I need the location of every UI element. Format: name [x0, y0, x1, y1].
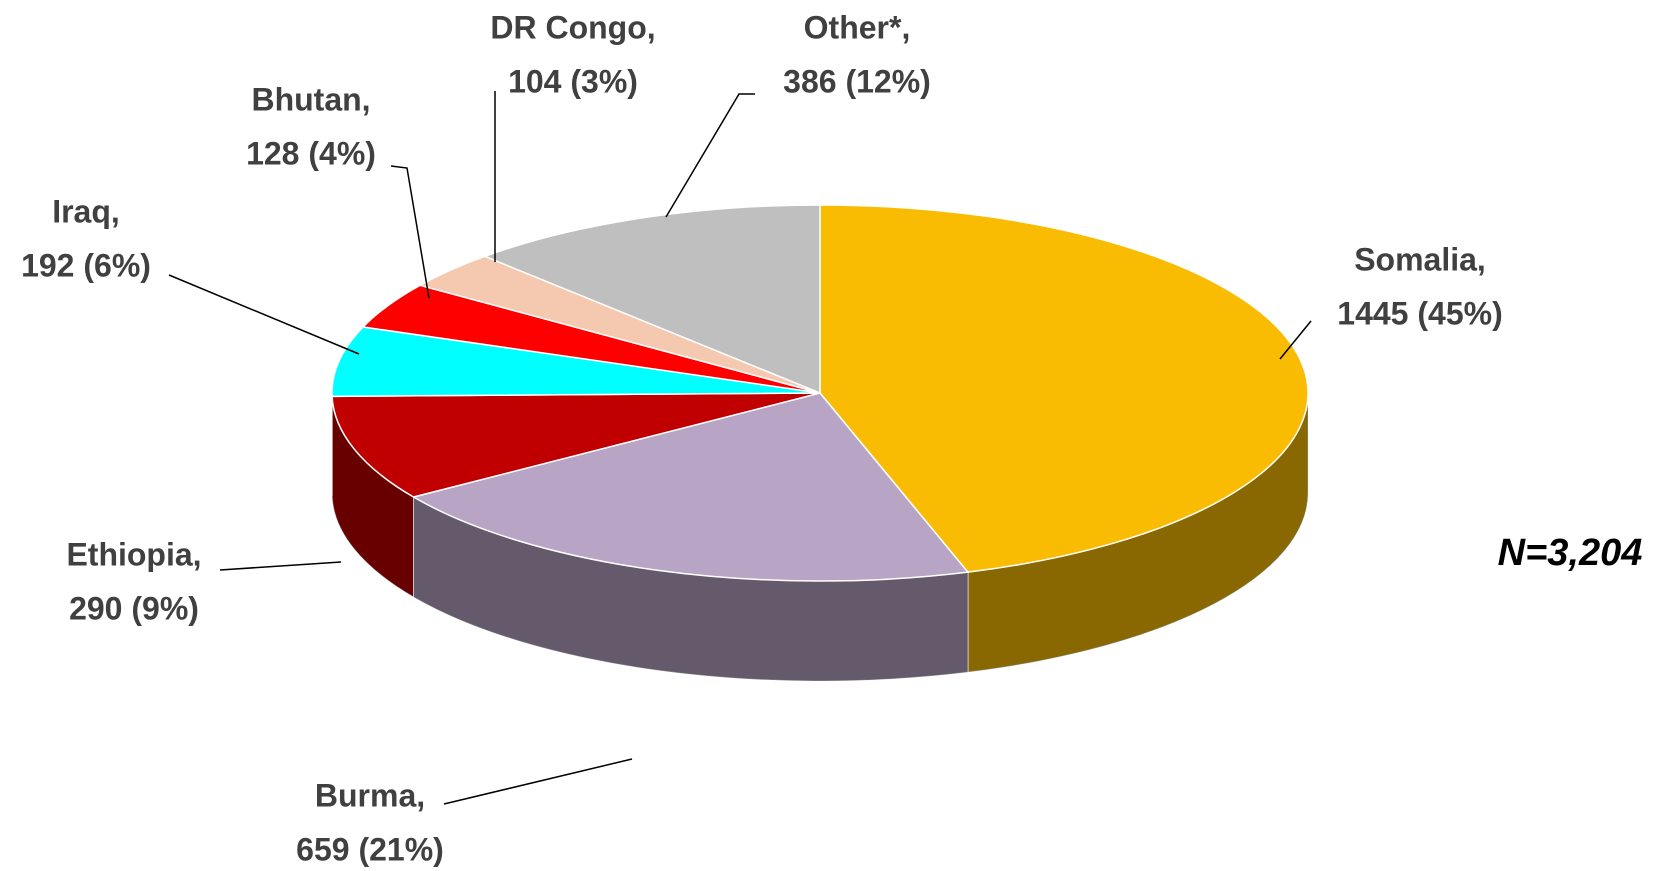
slice-label: DR Congo,: [490, 9, 655, 45]
slice: [482, 204, 821, 395]
slice-side-shade: [332, 396, 414, 598]
slice-label: Ethiopia,: [66, 536, 201, 572]
slice-label: Burma,: [315, 777, 425, 813]
leader-line: [1279, 320, 1312, 360]
slice-label: Bhutan,: [251, 81, 370, 117]
slice: [331, 326, 821, 398]
slice-value-label: 104 (3%): [508, 63, 638, 99]
slice-label: Other*,: [804, 9, 911, 45]
slice-side-shade: [967, 393, 1308, 673]
slice: [411, 392, 970, 582]
slice-label: Somalia,: [1354, 241, 1486, 277]
slice-value-label: 386 (12%): [783, 63, 931, 99]
slice-value-label: 192 (6%): [21, 247, 151, 283]
slice: [819, 204, 1309, 573]
leader-line: [390, 165, 430, 299]
annotation: N=3,204: [1498, 532, 1643, 574]
leader-line: [219, 561, 342, 571]
slice-label: Iraq,: [52, 193, 120, 229]
slice-value-label: 659 (21%): [296, 831, 444, 867]
leader-line: [443, 758, 633, 805]
leader-line: [168, 274, 360, 355]
slice-value-label: 1445 (45%): [1337, 295, 1502, 331]
slice-value-label: 290 (9%): [69, 590, 199, 626]
slice: [331, 392, 821, 498]
leader-line: [665, 93, 755, 218]
slice-value-label: 128 (4%): [246, 135, 376, 171]
slice-side-shade: [413, 497, 968, 681]
